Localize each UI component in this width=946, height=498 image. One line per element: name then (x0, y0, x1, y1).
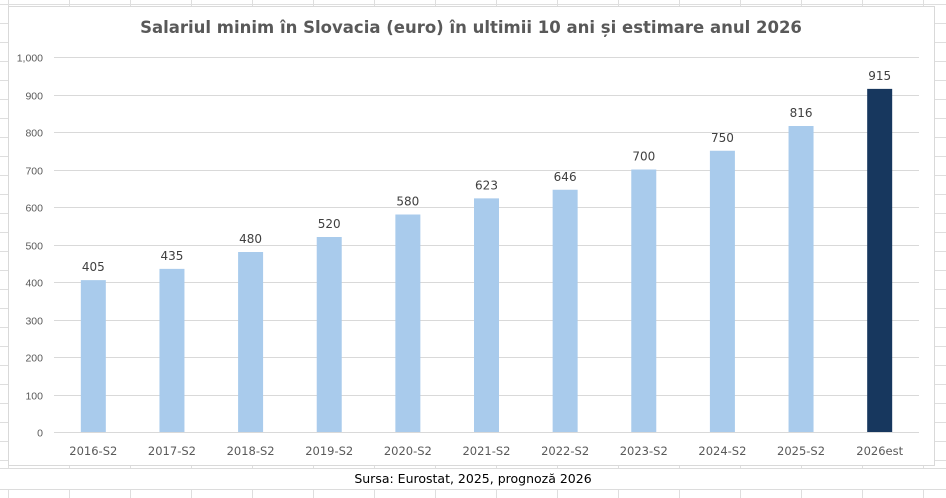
x-tick-label: 2021-S2 (462, 444, 510, 458)
y-tick-label: 300 (25, 316, 43, 328)
data-label-2016-S2: 405 (82, 260, 105, 274)
data-labels: 405 435 480 520 580 623 646 700 750 816 915 (82, 69, 891, 274)
bar-2018-S2[interactable] (238, 252, 264, 432)
data-label-2025-S2: 816 (790, 106, 813, 120)
bar-2024-S2[interactable] (709, 150, 735, 432)
bar-2023-S2[interactable] (631, 169, 657, 433)
data-label-2026est: 915 (868, 69, 891, 83)
chart-title: Salariul minim în Slovacia (euro) în ult… (140, 18, 802, 37)
bars (80, 88, 893, 433)
bar-2017-S2[interactable] (159, 268, 185, 432)
x-tick-label: 2020-S2 (384, 444, 432, 458)
y-tick-label: 200 (25, 353, 43, 365)
y-tick-label: 100 (25, 391, 43, 403)
bar-2022-S2[interactable] (552, 189, 578, 432)
x-tick-label: 2026est (856, 444, 903, 458)
y-tick-label: 700 (25, 166, 43, 178)
bar-2019-S2[interactable] (316, 237, 342, 432)
bar-2026est[interactable] (867, 88, 893, 432)
data-label-2019-S2: 520 (318, 217, 341, 231)
data-label-2021-S2: 623 (475, 178, 498, 192)
y-tick-label: 800 (25, 128, 43, 140)
data-label-2024-S2: 750 (711, 131, 734, 145)
y-tick-label: 1,000 (17, 53, 43, 65)
data-label-2023-S2: 700 (632, 150, 655, 164)
x-tick-label: 2017-S2 (148, 444, 196, 458)
x-tick-label: 2022-S2 (541, 444, 589, 458)
y-tick-label: 600 (25, 203, 43, 215)
x-tick-label: 2025-S2 (777, 444, 825, 458)
bar-2016-S2[interactable] (80, 280, 106, 432)
bar-2020-S2[interactable] (395, 214, 421, 433)
x-axis-ticks: 2016-S2 2017-S2 2018-S2 2019-S2 2020-S2 2021-… (69, 444, 903, 458)
x-tick-label: 2016-S2 (69, 444, 117, 458)
x-tick-label: 2019-S2 (305, 444, 353, 458)
y-axis-ticks: 0 100 200 300 400 500 600 700 800 900 1,000 (17, 53, 43, 440)
y-tick-label: 400 (25, 278, 43, 290)
bar-2021-S2[interactable] (474, 198, 499, 432)
caption-row (0, 468, 946, 490)
data-label-2018-S2: 480 (239, 232, 262, 246)
source-caption: Sursa: Eurostat, 2025, prognoză 2026 (354, 471, 592, 486)
x-tick-label: 2024-S2 (698, 444, 746, 458)
y-tick-label: 900 (25, 91, 43, 103)
y-tick-label: 0 (37, 428, 43, 440)
data-label-2020-S2: 580 (396, 195, 419, 209)
x-tick-label: 2023-S2 (620, 444, 668, 458)
data-label-2022-S2: 646 (554, 170, 577, 184)
data-label-2017-S2: 435 (161, 249, 184, 263)
bar-2025-S2[interactable] (788, 126, 814, 432)
x-tick-label: 2018-S2 (227, 444, 275, 458)
y-tick-label: 500 (25, 241, 43, 253)
